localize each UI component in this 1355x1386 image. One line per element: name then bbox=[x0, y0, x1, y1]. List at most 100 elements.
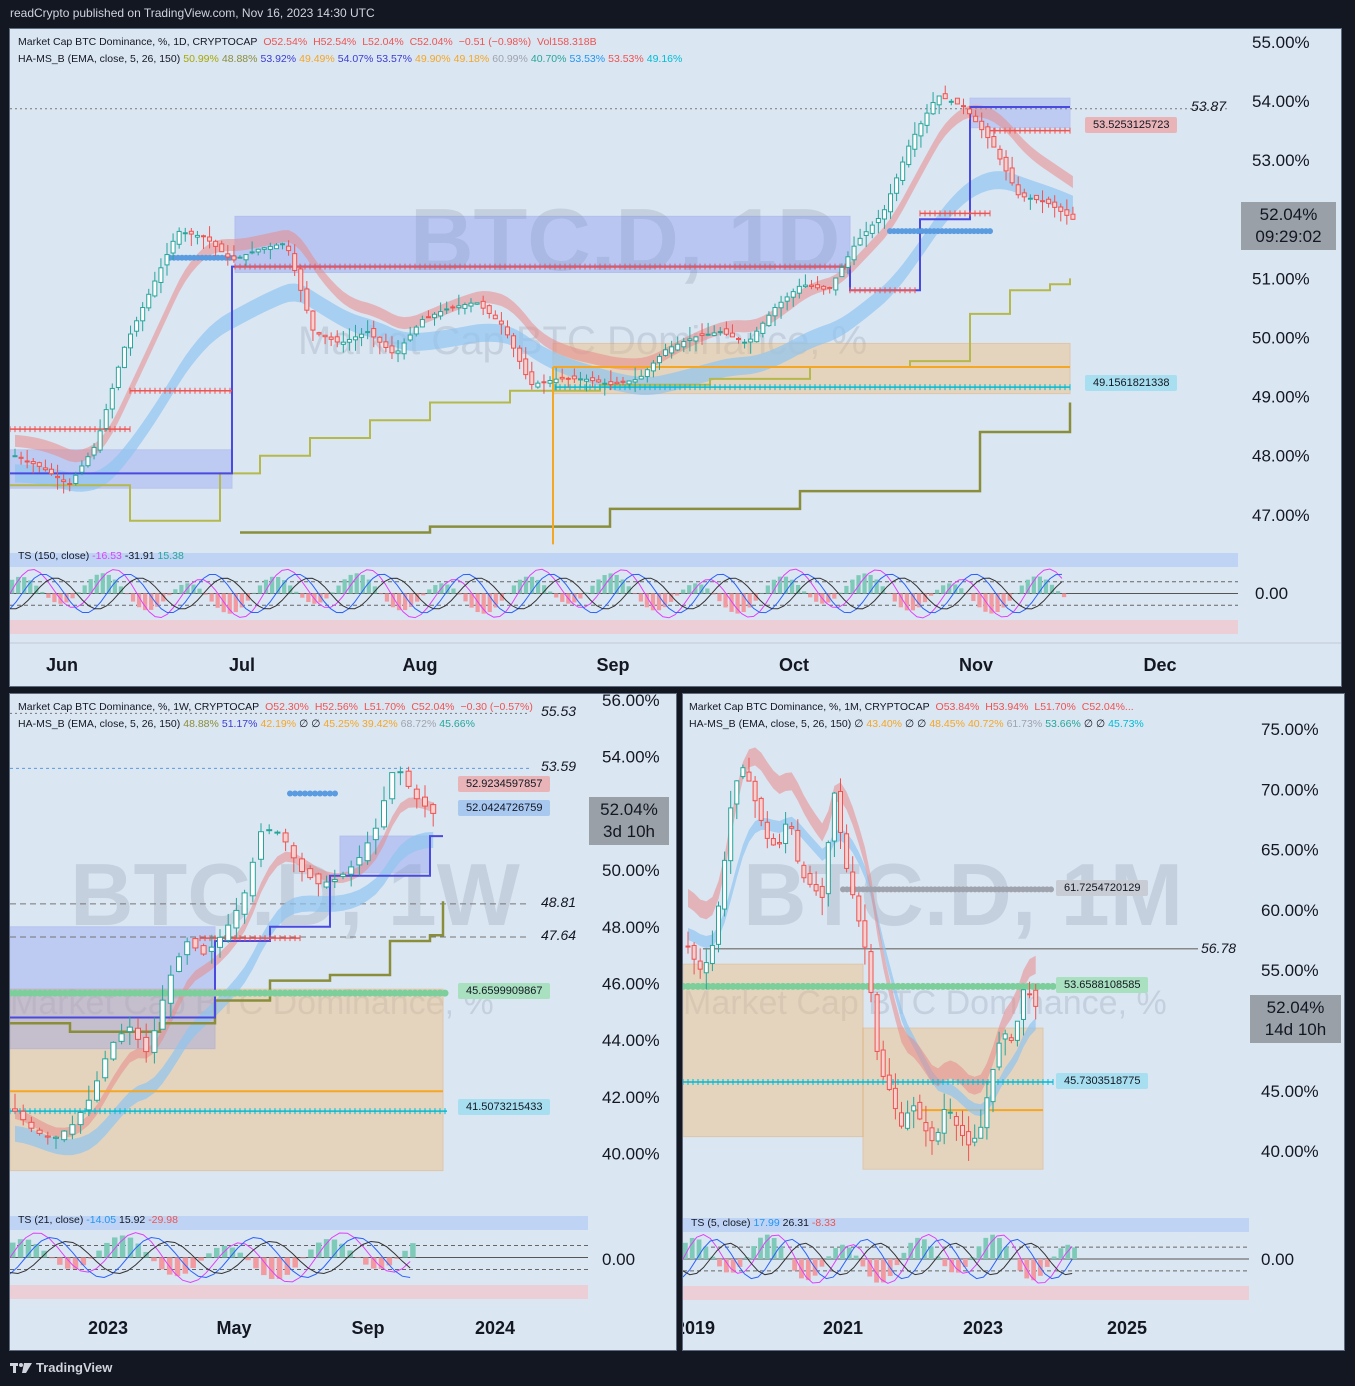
candle-down bbox=[614, 381, 620, 385]
candle-up bbox=[650, 362, 656, 372]
candle-down bbox=[821, 285, 827, 290]
osc-histogram-bar bbox=[80, 1257, 87, 1266]
legend-value: ∅ bbox=[299, 718, 309, 730]
osc-histogram-bar bbox=[638, 593, 643, 602]
candle-down bbox=[559, 376, 565, 380]
green-dot-line bbox=[1004, 982, 1012, 990]
candle-up bbox=[389, 772, 396, 800]
candle-down bbox=[886, 1074, 892, 1091]
osc-histogram-bar bbox=[233, 593, 238, 613]
candle-down bbox=[304, 288, 310, 311]
osc-histogram-bar bbox=[269, 576, 275, 594]
green-dot-line bbox=[261, 989, 269, 997]
osc-histogram-bar bbox=[935, 1256, 941, 1259]
osc-histogram-bar bbox=[578, 593, 583, 599]
osc-histogram-bar bbox=[584, 592, 589, 594]
osc-histogram-bar bbox=[292, 1257, 298, 1268]
candle-up bbox=[722, 859, 728, 910]
osc-histogram-bar bbox=[801, 591, 807, 594]
candle-down bbox=[213, 240, 219, 247]
daily-chart-canvas[interactable]: 55.00%54.00%53.00%52.00%51.00%50.00%49.0… bbox=[10, 29, 1341, 686]
osc-histogram-bar bbox=[535, 579, 541, 594]
weekly-chart-canvas[interactable]: 56.00%54.00%52.00%50.00%48.00%46.00%44.0… bbox=[10, 694, 676, 1350]
green-dot-line bbox=[331, 989, 339, 997]
green-dot-line bbox=[246, 989, 254, 997]
green-dot-line bbox=[819, 982, 827, 990]
osc-slow-line bbox=[10, 577, 1063, 610]
chart-panel-daily[interactable]: BTC.D, 1D Market Cap BTC Dominance, % 55… bbox=[9, 28, 1342, 687]
candle-up bbox=[61, 1130, 68, 1141]
candle-up bbox=[831, 792, 837, 842]
candle-up bbox=[796, 285, 802, 294]
candle-up bbox=[249, 861, 256, 897]
osc-histogram-bar bbox=[1013, 592, 1018, 594]
osc-histogram-bar bbox=[487, 593, 492, 613]
osc-histogram-bar bbox=[853, 1255, 859, 1259]
candle-up bbox=[356, 857, 363, 866]
green-dot-line bbox=[984, 982, 992, 990]
osc-histogram-bar bbox=[22, 577, 27, 594]
osc-histogram-bar bbox=[499, 593, 504, 601]
osc-histogram-bar bbox=[360, 574, 365, 594]
green-dot-line bbox=[286, 989, 294, 997]
osc-histogram-bar bbox=[962, 1259, 968, 1268]
green-dot-line bbox=[769, 982, 777, 990]
osc-histogram-bar bbox=[76, 592, 81, 594]
candle-down bbox=[979, 120, 985, 131]
osc-histogram-bar bbox=[928, 1246, 934, 1259]
y-tick-label: 75.00% bbox=[1261, 720, 1319, 739]
osc-histogram-bar bbox=[705, 588, 710, 594]
tradingview-logo[interactable]: TradingView bbox=[10, 1360, 112, 1375]
green-dot-line bbox=[26, 989, 34, 997]
candle-down bbox=[422, 796, 428, 807]
osc-histogram-bar bbox=[151, 1257, 157, 1262]
green-dot-line bbox=[724, 982, 732, 990]
osc-histogram-bar bbox=[687, 585, 692, 594]
osc-histogram-bar bbox=[300, 1257, 306, 1259]
candle-up bbox=[996, 1042, 1002, 1068]
candle-up bbox=[839, 266, 845, 278]
chart-panel-monthly[interactable]: BTC.D, 1M Market Cap BTC Dominance, % 75… bbox=[682, 693, 1345, 1351]
osc-histogram-bar bbox=[789, 579, 795, 594]
candle-down bbox=[377, 336, 383, 343]
osc-histogram-bar bbox=[874, 579, 879, 594]
green-dot-line bbox=[744, 982, 752, 990]
green-dot-line bbox=[694, 982, 702, 990]
osc-histogram-bar bbox=[717, 593, 722, 602]
chart-panel-weekly[interactable]: BTC.D, 1W Market Cap BTC Dominance, % 56… bbox=[9, 693, 677, 1351]
osc-slow-line bbox=[683, 1242, 1073, 1276]
green-dot-line bbox=[794, 982, 802, 990]
candle-up bbox=[158, 267, 164, 283]
green-dot-line bbox=[889, 982, 897, 990]
candle-up bbox=[176, 956, 182, 972]
green-dot-line bbox=[306, 989, 314, 997]
candle-up bbox=[1027, 197, 1033, 200]
green-dot-line bbox=[899, 982, 907, 990]
candle-down bbox=[24, 460, 30, 463]
osc-histogram-bar bbox=[867, 1259, 873, 1277]
green-dot-line bbox=[216, 989, 224, 997]
green-dot-line bbox=[749, 982, 757, 990]
osc-histogram-bar bbox=[257, 585, 263, 594]
green-dot-line bbox=[739, 982, 747, 990]
osc-histogram-bar bbox=[689, 1237, 695, 1259]
osc-histogram-bar bbox=[451, 588, 456, 594]
candle-up bbox=[705, 333, 711, 336]
candle-up bbox=[365, 331, 371, 334]
candle-up bbox=[331, 879, 338, 882]
candle-up bbox=[936, 95, 942, 106]
candle-down bbox=[67, 483, 73, 486]
candle-up bbox=[632, 379, 638, 383]
candle-down bbox=[777, 842, 782, 845]
osc-fast-line bbox=[10, 568, 1063, 619]
osc-histogram-bar bbox=[72, 1257, 79, 1269]
osc-histogram-bar bbox=[1037, 576, 1043, 594]
monthly-chart-canvas[interactable]: 75.00%70.00%65.00%60.00%55.00%50.00%45.0… bbox=[683, 694, 1344, 1350]
osc-histogram-bar bbox=[1003, 1246, 1009, 1259]
candle-down bbox=[192, 938, 199, 949]
green-dot-line bbox=[874, 982, 882, 990]
ema-band bbox=[688, 816, 1036, 1117]
green-dot-line bbox=[779, 982, 787, 990]
blue-dot-line bbox=[332, 790, 338, 797]
candle-up bbox=[176, 230, 182, 245]
